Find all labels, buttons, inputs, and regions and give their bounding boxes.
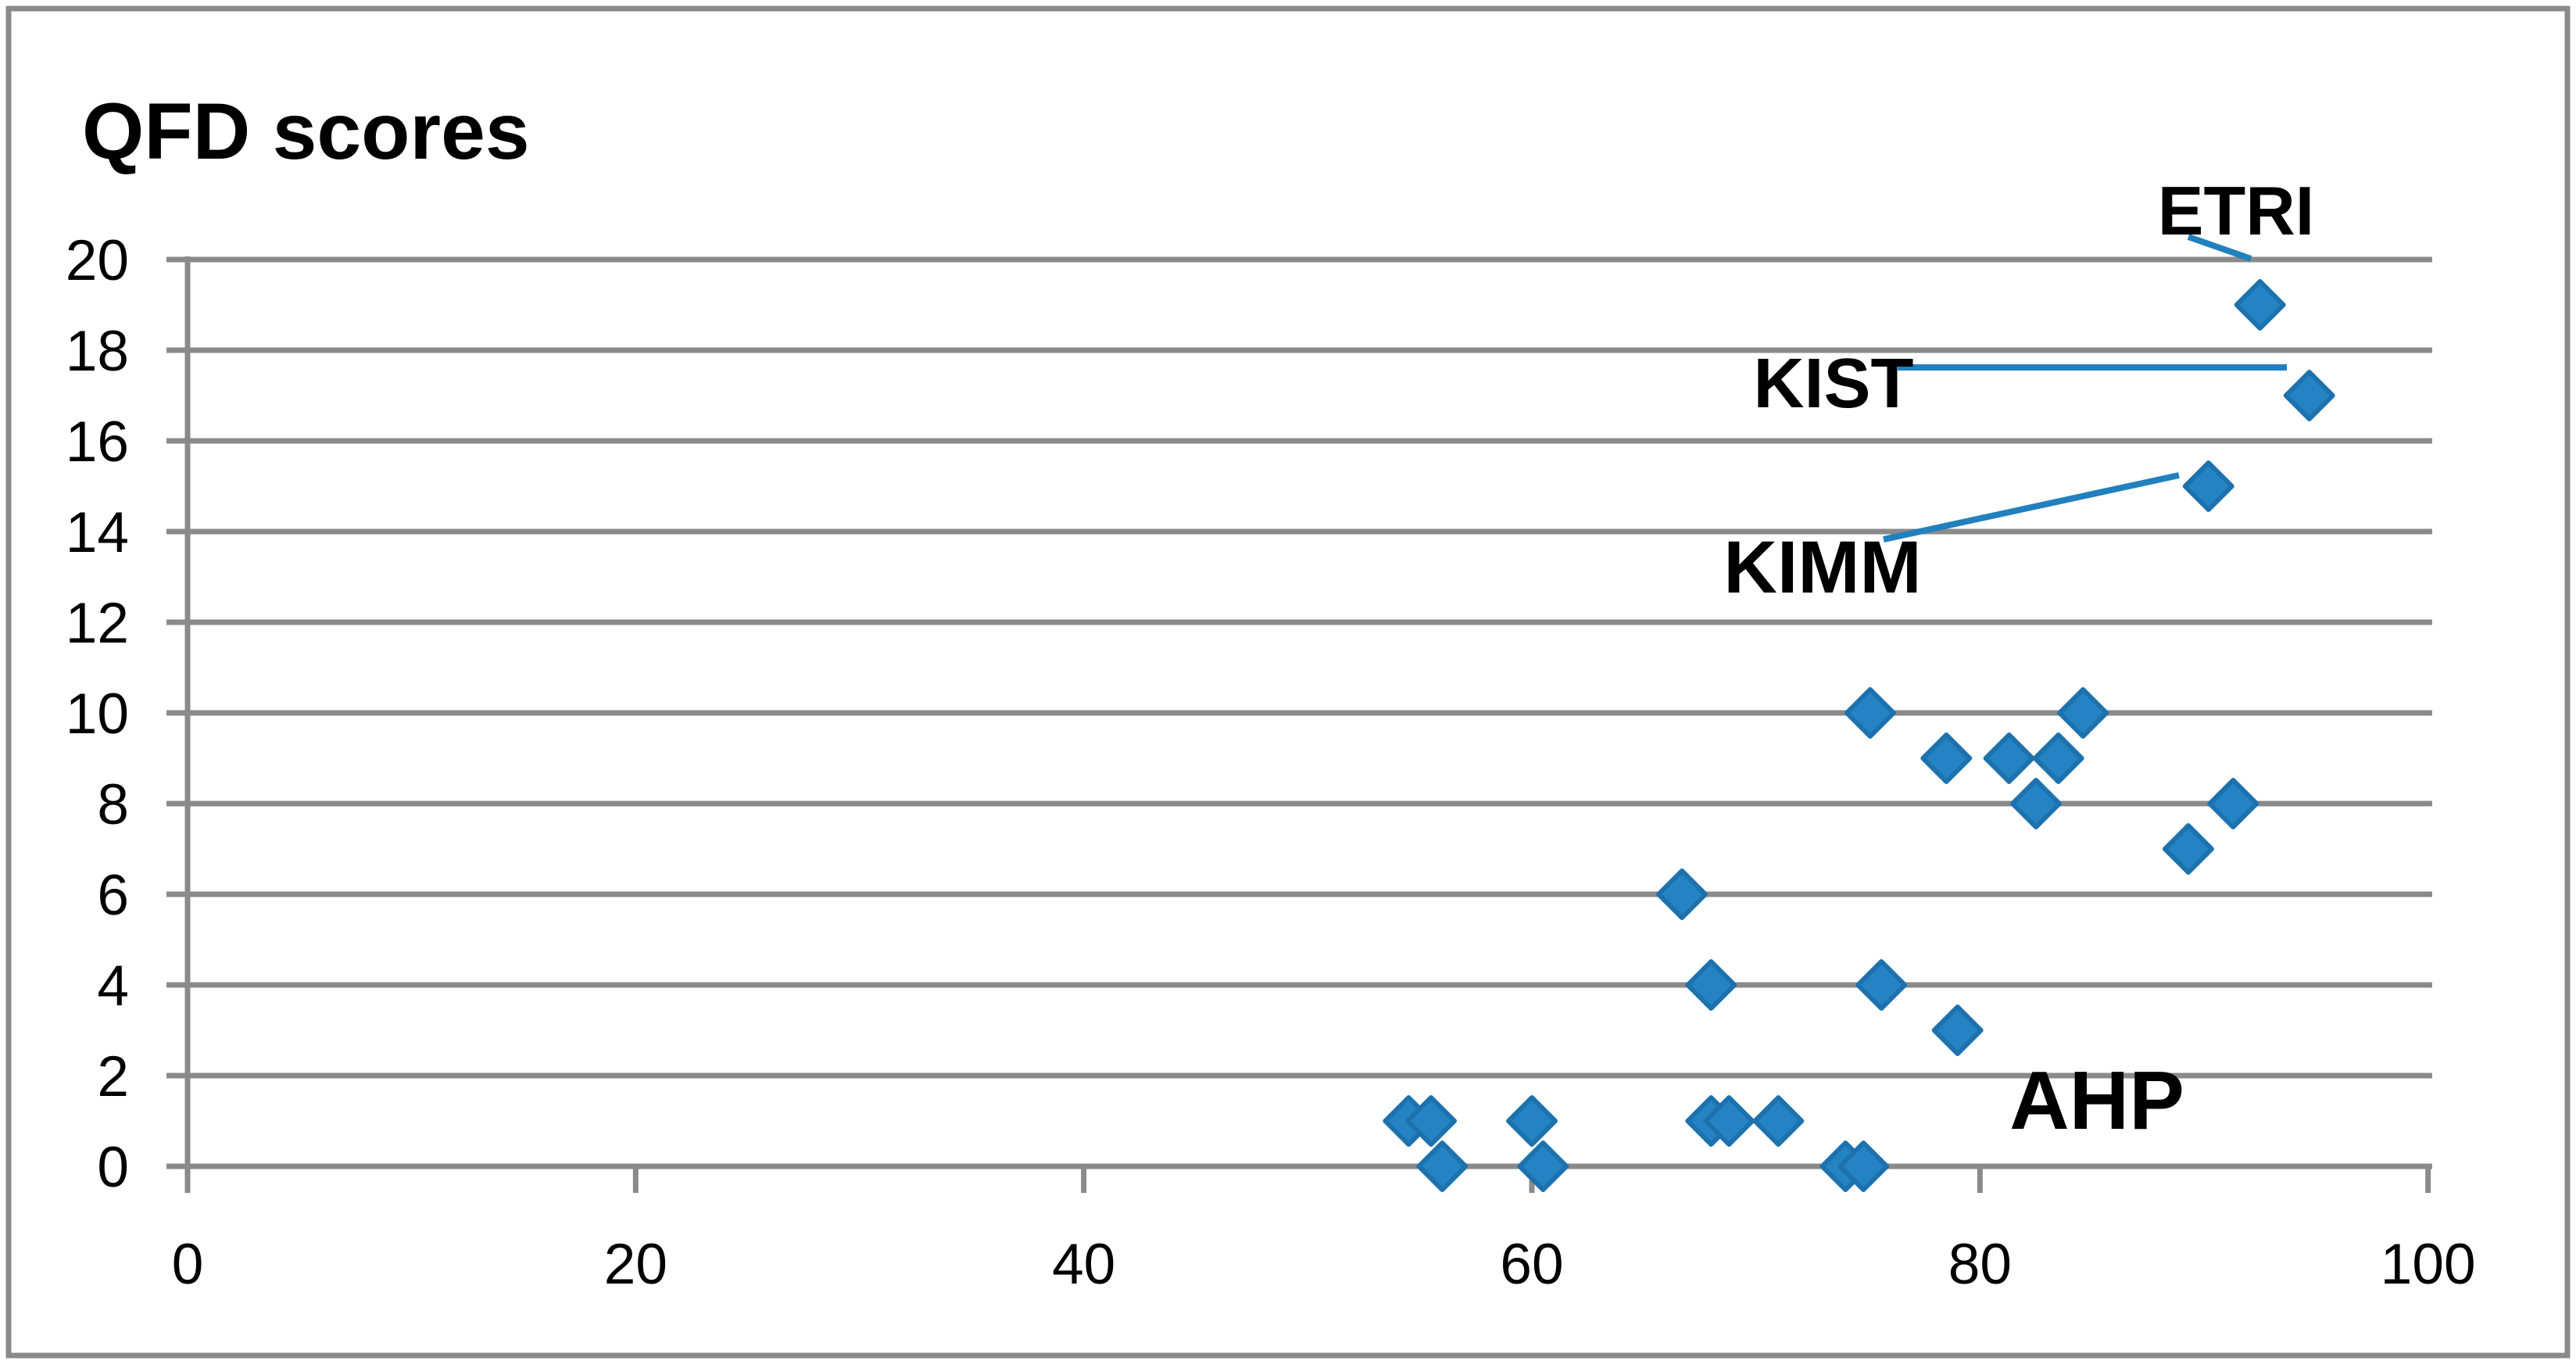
y-tick-label-12: 12 (66, 592, 129, 655)
data-point-diamond-3 (1506, 1095, 1558, 1147)
data-point-diamond-14 (1920, 732, 1973, 784)
leader-lines-group (1883, 234, 2287, 543)
y-tick-label-10: 10 (66, 682, 129, 746)
data-point-diamond-17 (2010, 778, 2063, 829)
x-tick-label-100: 100 (2381, 1233, 2476, 1296)
y-tick-label-2: 2 (97, 1045, 129, 1108)
annotation-leader-line-kimm (1883, 472, 2180, 543)
data-point-diamond-23 (2234, 279, 2286, 331)
y-tick-label-18: 18 (66, 320, 129, 383)
tick-labels-group: 0 2 4 6 8 10 12 14 16 18 20 0 20 40 60 80 100 (66, 229, 2476, 1296)
data-point-diamond-11 (1837, 1141, 1890, 1192)
y-tick-label-0: 0 (97, 1136, 129, 1199)
annotation-leader-line-etri (2187, 234, 2252, 262)
y-tick-label-14: 14 (66, 501, 129, 564)
data-point-diamond-1 (1405, 1095, 1458, 1147)
y-tick-label-6: 6 (97, 864, 129, 927)
data-point-diamond-13 (1855, 959, 1908, 1011)
annotations-group: ETRI KIST KIMM AHP (1723, 172, 2314, 1147)
data-point-diamond-6 (1685, 959, 1737, 1011)
y-tick-label-20: 20 (66, 229, 129, 292)
data-point-diamond-15 (1931, 1005, 1984, 1056)
annotation-label-kimm: KIMM (1723, 526, 1921, 609)
data-point-diamond-4 (1517, 1141, 1569, 1192)
data-point-diamond-22 (2182, 460, 2234, 512)
annotation-label-etri: ETRI (2158, 172, 2314, 249)
data-point-diamond-16 (1983, 732, 2035, 784)
data-point-diamond-2 (1416, 1141, 1469, 1192)
chart-title: QFD scores (82, 87, 530, 176)
x-tick-label-40: 40 (1052, 1233, 1115, 1296)
x-tick-label-60: 60 (1500, 1233, 1563, 1296)
y-tick-label-4: 4 (97, 954, 129, 1018)
data-point-diamond-19 (2057, 687, 2109, 739)
x-tick-label-0: 0 (172, 1233, 204, 1296)
data-point-diamond-5 (1656, 868, 1708, 920)
y-tick-label-8: 8 (97, 773, 129, 836)
data-point-diamond-8 (1703, 1095, 1755, 1147)
data-point-diamond-18 (2032, 732, 2084, 784)
annotation-label-ahp: AHP (2009, 1055, 2184, 1147)
chart-border (5, 5, 2571, 1359)
y-tick-label-16: 16 (66, 410, 129, 474)
data-point-diamond-9 (1752, 1095, 1805, 1147)
data-point-diamond-21 (2207, 778, 2259, 829)
data-point-diamond-12 (1844, 687, 1896, 739)
x-tick-label-80: 80 (1948, 1233, 2012, 1296)
data-point-diamond-20 (2162, 823, 2214, 875)
x-tick-label-20: 20 (604, 1233, 667, 1296)
data-point-diamond-24 (2283, 370, 2335, 421)
data-points-group (1383, 279, 2335, 1192)
annotation-label-kist: KIST (1753, 345, 1913, 423)
